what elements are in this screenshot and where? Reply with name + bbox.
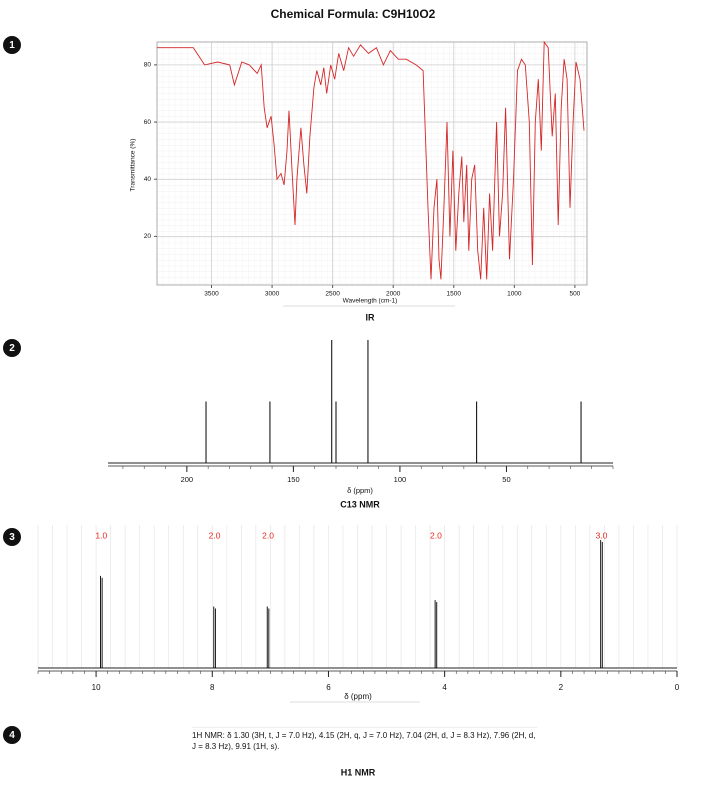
- x-tick-label: 0: [675, 683, 680, 692]
- badge: [3, 36, 21, 54]
- chart-caption: C13 NMR: [340, 499, 380, 509]
- badge-number: 3: [9, 532, 15, 543]
- spectrum-line: [157, 40, 585, 280]
- badges: 1 2 3 4: [3, 36, 21, 744]
- chart-caption: IR: [366, 312, 376, 322]
- y-tick-label: 40: [144, 176, 152, 183]
- integral-label: 3.0: [596, 530, 608, 540]
- badge: [3, 339, 21, 357]
- page-title: Chemical Formula: C9H10O2: [271, 7, 436, 21]
- y-tick-label: 80: [144, 62, 152, 69]
- peak: [213, 606, 216, 668]
- x-tick-label: 500: [569, 291, 580, 298]
- integral-label: 2.0: [430, 530, 442, 540]
- peak: [600, 540, 603, 668]
- x-tick-label: 2: [559, 683, 564, 692]
- x-tick-label: 2500: [325, 291, 340, 298]
- x-tick-label: 3500: [204, 291, 219, 298]
- badge-number: 2: [9, 343, 15, 354]
- x-tick-label: 100: [394, 475, 407, 484]
- peak: [434, 600, 438, 668]
- integral-label: 2.0: [262, 530, 274, 540]
- x-axis-title: δ (ppm): [347, 486, 373, 495]
- x-axis-title: δ (ppm): [344, 692, 372, 701]
- x-tick-label: 150: [287, 475, 300, 484]
- x-tick-label: 6: [326, 683, 331, 692]
- x-tick-label: 1000: [507, 291, 522, 298]
- x-tick-label: 1500: [447, 291, 462, 298]
- peak: [100, 575, 103, 668]
- x-tick-label: 8: [210, 683, 215, 692]
- x-axis-title: Wavelength (cm-1): [343, 298, 398, 305]
- badge: [3, 726, 21, 744]
- ir-plot-frame: [156, 41, 588, 286]
- x-tick-label: 4: [442, 683, 447, 692]
- badge-number: 1: [9, 40, 15, 51]
- x-tick-label: 200: [181, 475, 194, 484]
- x-tick-label: 2000: [386, 291, 401, 298]
- peak: [266, 606, 270, 668]
- x-tick-label: 3000: [265, 291, 280, 298]
- integral-label: 2.0: [209, 530, 221, 540]
- integral-label: 1.0: [95, 530, 107, 540]
- h1-note: 1H NMR: δ 1.30 (3H, t, J = 7.0 Hz), 4.15…: [192, 727, 537, 752]
- x-tick-label: 10: [92, 683, 101, 692]
- badge-number: 4: [9, 730, 15, 741]
- y-tick-label: 20: [144, 233, 152, 240]
- y-tick-label: 60: [144, 119, 152, 126]
- x-tick-label: 50: [502, 475, 510, 484]
- y-axis-title: Transmittance (%): [130, 139, 137, 192]
- chart-caption: H1 NMR: [341, 767, 376, 777]
- badge: [3, 528, 21, 546]
